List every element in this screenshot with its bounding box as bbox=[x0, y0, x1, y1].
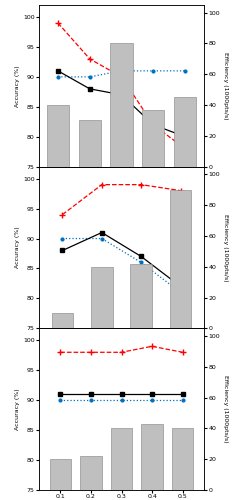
Legend: Efficiency, F1_bottom, F1_surface, Overall accuracy: Efficiency, F1_bottom, F1_surface, Overa… bbox=[71, 406, 172, 422]
Text: (Cell size = 5 m and Z threshold = 0.3 m): (Cell size = 5 m and Z threshold = 0.3 m… bbox=[64, 377, 179, 382]
Bar bbox=[78, 120, 101, 166]
Bar bbox=[174, 98, 196, 166]
Y-axis label: Accuracy (%): Accuracy (%) bbox=[15, 226, 20, 268]
Text: (a): (a) bbox=[115, 290, 128, 298]
Bar bbox=[110, 44, 133, 166]
X-axis label: Cell size (m): Cell size (m) bbox=[98, 177, 145, 186]
Legend: Efficiency, F1_bottom, F1_surface, Overall accuracy: Efficiency, F1_bottom, F1_surface, Overa… bbox=[71, 244, 172, 260]
Bar bbox=[111, 428, 132, 490]
Bar bbox=[130, 264, 152, 328]
Y-axis label: Accuracy (%): Accuracy (%) bbox=[15, 65, 20, 106]
Y-axis label: Efficiency (1000pts/s): Efficiency (1000pts/s) bbox=[223, 376, 228, 443]
Text: (Filter size = 2 and Z threshold = 0.3 m): (Filter size = 2 and Z threshold = 0.3 m… bbox=[66, 215, 177, 220]
Bar bbox=[50, 459, 71, 490]
Bar bbox=[91, 266, 113, 328]
Bar bbox=[80, 456, 102, 490]
Bar bbox=[142, 110, 165, 166]
Bar bbox=[47, 105, 69, 166]
Bar bbox=[172, 428, 193, 490]
Text: (b): (b) bbox=[115, 451, 128, 460]
X-axis label: Filter size: Filter size bbox=[103, 339, 140, 348]
Y-axis label: Accuracy (%): Accuracy (%) bbox=[15, 388, 20, 430]
Y-axis label: Efficiency (1000pts/s): Efficiency (1000pts/s) bbox=[223, 52, 228, 120]
Bar bbox=[170, 190, 191, 328]
Bar bbox=[52, 313, 73, 328]
Bar bbox=[141, 424, 163, 490]
Y-axis label: Efficiency (1000pts/s): Efficiency (1000pts/s) bbox=[223, 214, 228, 282]
